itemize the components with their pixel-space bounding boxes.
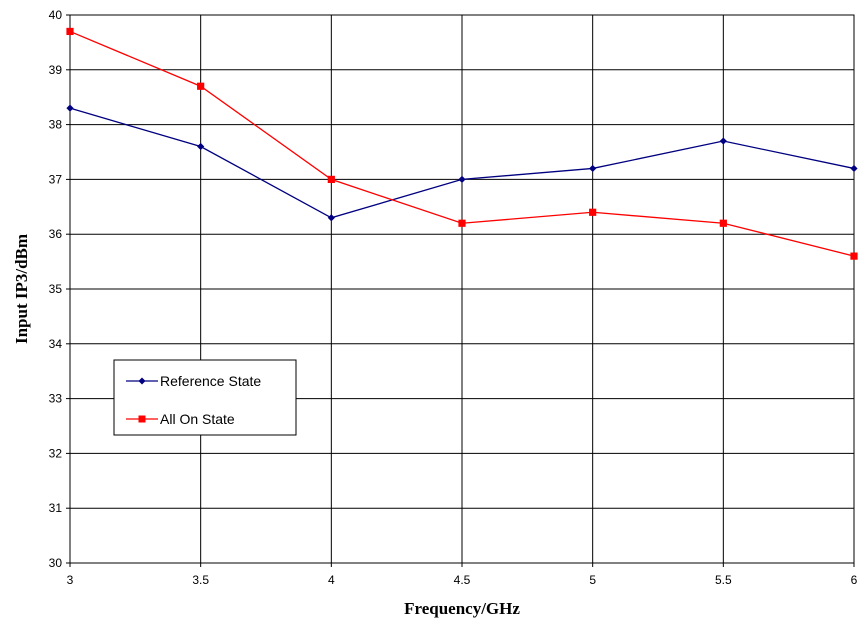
y-tick-label: 38 bbox=[49, 118, 63, 132]
x-tick-labels: 3 3.5 4 4.5 5 5.5 6 bbox=[67, 573, 858, 587]
data-point-all-on-state bbox=[719, 219, 727, 227]
y-axis-title: Input IP3/dBm bbox=[12, 234, 31, 344]
data-series bbox=[66, 27, 858, 260]
legend-marker-all-on-state bbox=[138, 415, 146, 423]
data-point-reference-state bbox=[850, 164, 858, 173]
data-point-reference-state bbox=[197, 142, 205, 151]
x-tick-label: 5 bbox=[589, 573, 596, 587]
y-tick-label: 35 bbox=[49, 282, 63, 296]
x-tick-label: 6 bbox=[851, 573, 858, 587]
x-tick-label: 4.5 bbox=[454, 573, 471, 587]
data-point-all-on-state bbox=[589, 208, 597, 216]
y-tick-label: 33 bbox=[49, 392, 63, 406]
x-axis-title: Frequency/GHz bbox=[404, 599, 520, 618]
y-tick-label: 30 bbox=[49, 556, 63, 570]
legend-marker-reference-state bbox=[138, 377, 146, 385]
grid-lines bbox=[66, 14, 855, 567]
data-point-all-on-state bbox=[66, 27, 74, 36]
legend: Reference State All On State bbox=[113, 359, 297, 436]
data-point-reference-state bbox=[458, 175, 466, 183]
y-tick-label: 34 bbox=[49, 337, 63, 351]
y-tick-label: 40 bbox=[49, 8, 63, 22]
x-tick-label: 3 bbox=[67, 573, 74, 587]
y-tick-label: 32 bbox=[49, 446, 63, 460]
data-point-all-on-state bbox=[197, 82, 205, 90]
y-tick-label: 39 bbox=[49, 63, 63, 77]
data-point-reference-state bbox=[719, 137, 727, 145]
data-point-reference-state bbox=[327, 214, 335, 222]
data-point-all-on-state bbox=[850, 252, 858, 260]
y-tick-label: 36 bbox=[49, 227, 63, 241]
y-tick-label: 31 bbox=[49, 501, 63, 515]
data-point-reference-state bbox=[589, 164, 597, 173]
data-point-reference-state bbox=[66, 104, 74, 112]
y-tick-label: 37 bbox=[49, 172, 63, 186]
x-tick-label: 5.5 bbox=[715, 573, 732, 587]
x-tick-label: 4 bbox=[328, 573, 335, 587]
y-tick-labels: 30 31 32 33 34 35 36 37 38 39 40 bbox=[49, 8, 63, 570]
legend-label-reference-state: Reference State bbox=[160, 373, 261, 389]
data-point-all-on-state bbox=[327, 175, 335, 183]
data-point-all-on-state bbox=[458, 219, 466, 227]
legend-label-all-on-state: All On State bbox=[160, 411, 235, 427]
x-tick-label: 3.5 bbox=[192, 573, 209, 587]
